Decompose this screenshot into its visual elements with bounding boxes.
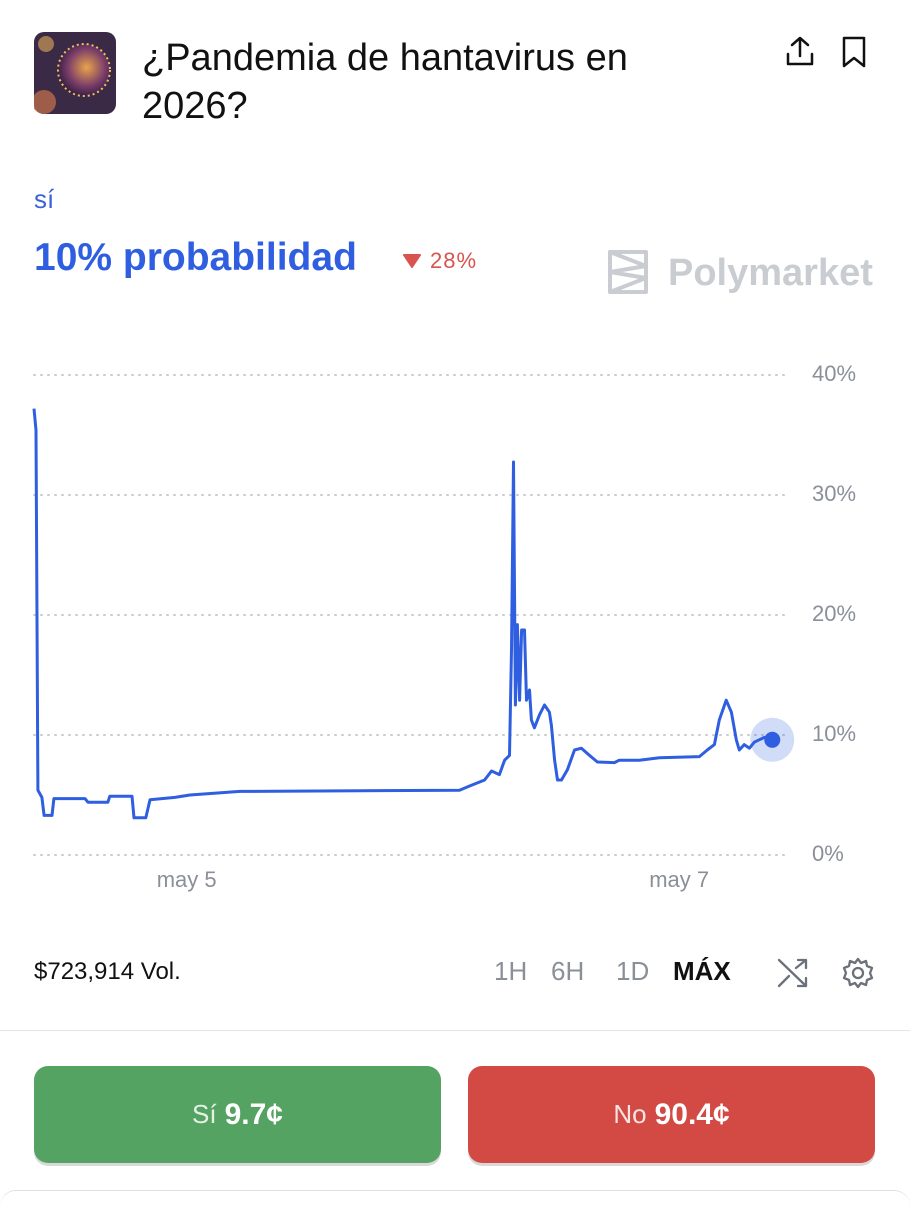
- shuffle-button[interactable]: [777, 958, 808, 988]
- buy-no-button[interactable]: No 90.4¢: [468, 1066, 875, 1163]
- settings-button[interactable]: [842, 957, 874, 989]
- down-arrow: [403, 254, 421, 268]
- y-tick-label: 20%: [812, 601, 856, 626]
- x-tick-label: may 7: [649, 867, 709, 892]
- share-button[interactable]: [786, 36, 814, 66]
- no-label: No: [613, 1099, 647, 1129]
- last-point: [764, 731, 781, 748]
- buy-yes-button[interactable]: Sí 9.7¢: [34, 1066, 441, 1163]
- y-tick-label: 30%: [812, 481, 856, 506]
- range-button[interactable]: 1D: [616, 956, 650, 986]
- actions: [786, 36, 866, 68]
- chart-tools: [777, 957, 874, 989]
- no-price: 90.4¢: [654, 1097, 730, 1131]
- x-tick-label: may 5: [157, 867, 217, 892]
- bookmark-button[interactable]: [842, 36, 866, 68]
- range-button[interactable]: 6H: [551, 956, 585, 986]
- divider: [0, 1030, 910, 1031]
- price-line: [32, 408, 773, 820]
- yes-label: Sí: [192, 1099, 217, 1129]
- y-tick-label: 40%: [812, 361, 856, 386]
- range-button[interactable]: MÁX: [673, 956, 731, 986]
- range-button[interactable]: 1H: [494, 956, 528, 986]
- probability: 10% probabilidad: [34, 236, 357, 279]
- outcome-label: sí: [34, 184, 55, 214]
- change: 28%: [430, 248, 478, 273]
- market-image: [34, 32, 116, 114]
- brand-logo: [608, 250, 648, 294]
- chart: 0% 10% 20% 30% 40% may 5 may 7: [32, 361, 856, 892]
- brand: Polymarket: [668, 252, 873, 294]
- y-tick-label: 0%: [812, 841, 844, 866]
- bottom-card: [0, 1190, 910, 1211]
- volume: $723,914 Vol.: [34, 958, 181, 985]
- y-tick-label: 10%: [812, 721, 856, 746]
- yes-price: 9.7¢: [224, 1097, 283, 1131]
- market-title: ¿Pandemia de hantavirus en 2026?: [142, 37, 628, 127]
